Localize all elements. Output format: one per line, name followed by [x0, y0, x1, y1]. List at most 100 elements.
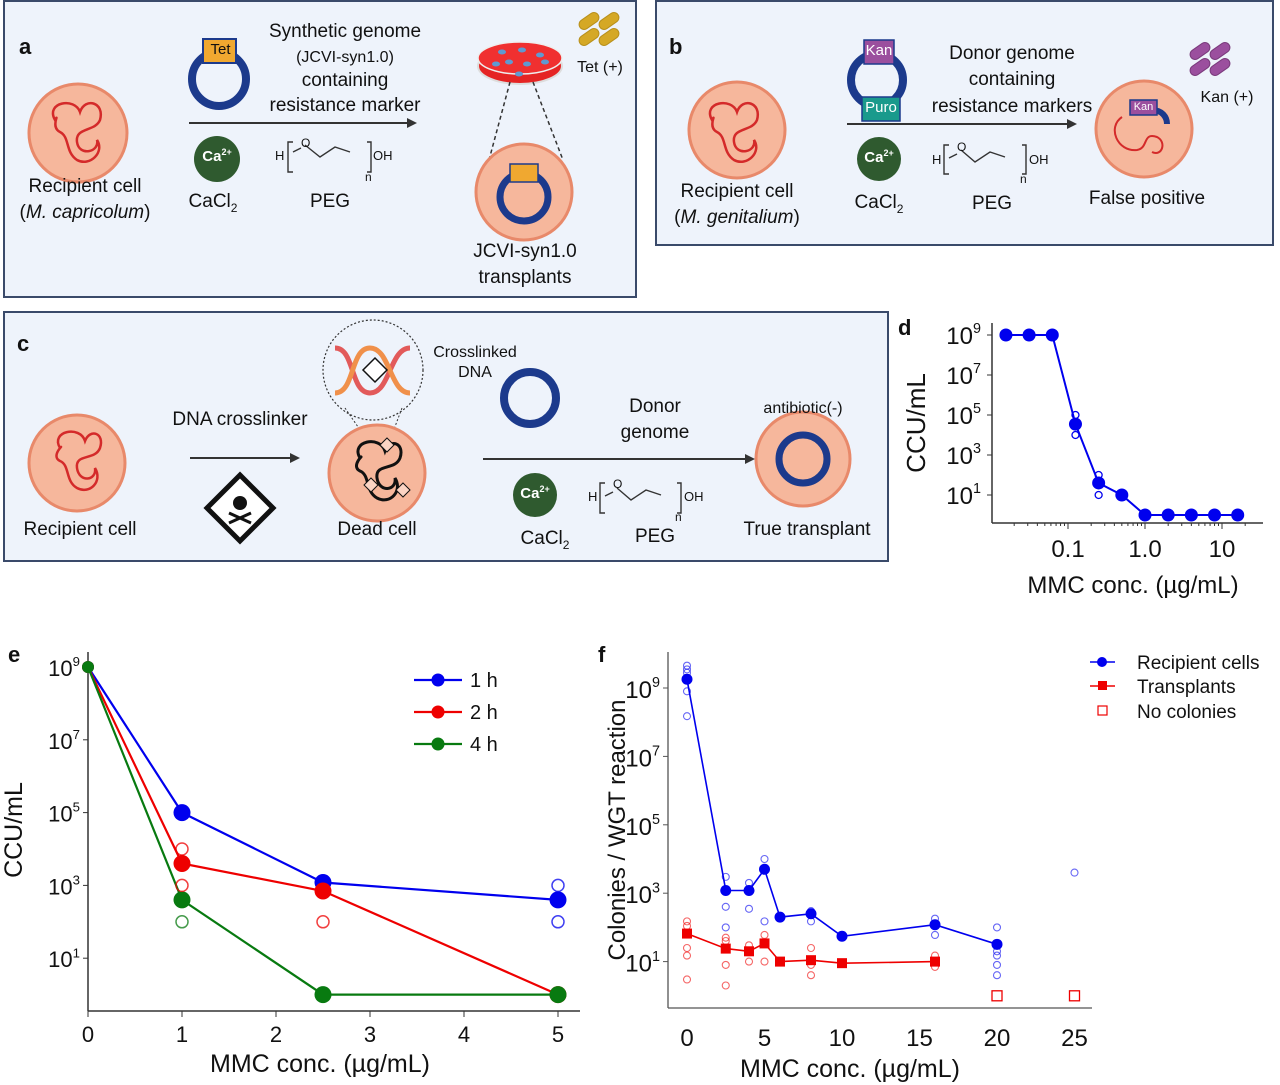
- peg-label: PEG: [309, 191, 351, 212]
- recipient-cell-icon: [687, 80, 787, 180]
- cacl2-label: CaCl2: [839, 191, 919, 216]
- transplant-point: [930, 956, 940, 967]
- crosslinked-dna-icon: [322, 319, 424, 421]
- transplant-replicate: [760, 930, 769, 940]
- recipient-replicate: [992, 951, 1002, 960]
- transplant-replicate: [721, 960, 730, 969]
- recipient-replicate: [721, 902, 730, 911]
- panel-c: c: [3, 311, 889, 562]
- recipient-replicate: [760, 917, 769, 926]
- legend-label: 2 h: [470, 702, 498, 724]
- series-line-2h: [87, 666, 559, 996]
- tet-antibiotic-label: Tet (+): [577, 59, 623, 76]
- data-point: [173, 854, 191, 872]
- ca-label: Ca2+: [195, 147, 239, 166]
- ca-charge: 2+: [539, 484, 550, 494]
- data-point: [173, 891, 191, 909]
- panel-label-e: e: [8, 642, 20, 667]
- panel-label-c: c: [17, 331, 30, 356]
- series-line-4h: [86, 666, 558, 996]
- kan-marker-label: Kan: [865, 42, 893, 59]
- panel-b-artwork: [687, 39, 1231, 181]
- cacl-text: CaCl: [854, 192, 897, 213]
- recipient-point: [774, 911, 786, 923]
- x-tick-label: 4: [458, 1022, 470, 1047]
- replicate-point: [551, 878, 565, 893]
- ca-label: Ca2+: [513, 484, 557, 503]
- genome-desc-4: resistance marker: [269, 95, 421, 116]
- replicate-point: [175, 915, 189, 929]
- x-tick-label: 0: [82, 1022, 94, 1047]
- transplant-cell-icon: [474, 142, 574, 242]
- transplant-replicate: [744, 957, 754, 966]
- cacl2-label: CaCl2: [505, 527, 585, 552]
- recipient-cell-label: Recipient cell: [23, 519, 137, 540]
- y-tick-label: 109: [946, 321, 981, 350]
- donor-desc-2: containing: [968, 69, 1056, 90]
- transplant-point: [720, 943, 731, 954]
- calcium-icon: [513, 473, 557, 517]
- transplant-point: [775, 956, 785, 967]
- recipient-replicate: [721, 923, 730, 932]
- transplant-replicate: [682, 917, 692, 926]
- kan-pills-icon: [1189, 42, 1231, 76]
- x-tick-label: 5: [552, 1022, 564, 1047]
- donor-desc-1: Donor genome: [949, 43, 1075, 64]
- data-point: [1068, 417, 1082, 431]
- puro-marker-label: Puro: [865, 99, 897, 116]
- peg-formula-icon: [943, 144, 1027, 175]
- recipient-replicate: [744, 904, 754, 913]
- donor-genome-icon: [847, 39, 907, 122]
- panel-label-d: d: [898, 315, 911, 340]
- ca-charge: 2+: [883, 148, 894, 158]
- recipient-point: [805, 908, 817, 920]
- series-line-1h: [87, 666, 559, 901]
- donor-desc-3: resistance markers: [931, 96, 1093, 117]
- data-point: [1161, 508, 1175, 522]
- transplant-label-1: JCVI-syn1.0: [473, 241, 577, 262]
- data-point: [1115, 488, 1129, 502]
- species-italic: M. capricolum: [25, 202, 145, 223]
- data-point: [999, 328, 1013, 342]
- legend-marker-no-colonies: [1097, 705, 1108, 716]
- recipient-point: [720, 884, 732, 896]
- cacl-text: CaCl: [520, 528, 563, 549]
- panel-c-artwork: [27, 319, 852, 545]
- recipient-replicate: [760, 854, 769, 864]
- y-tick-label: 101: [48, 945, 80, 972]
- transplant-replicate: [682, 921, 692, 931]
- y-tick-label: 105: [946, 401, 981, 430]
- peg-formula-icon: [287, 141, 372, 173]
- recipient-point: [836, 930, 848, 942]
- dead-cell-label: Dead cell: [337, 519, 417, 540]
- transplant-replicate: [760, 957, 769, 966]
- recipient-replicate: [721, 872, 730, 881]
- peg-h: H: [275, 148, 285, 163]
- x-tick-label: 3: [364, 1022, 376, 1047]
- genome-desc-3: containing: [301, 70, 389, 91]
- x-tick-label: 10: [1209, 536, 1236, 563]
- data-point: [1138, 508, 1152, 522]
- transplant-replicate: [806, 971, 816, 980]
- x-tick-label: 2: [270, 1022, 282, 1047]
- y-tick-label: 103: [946, 441, 981, 470]
- kan-cell-marker-label: Kan: [1133, 101, 1154, 113]
- peg-o: O: [613, 477, 623, 491]
- y-tick-label: 105: [48, 800, 80, 827]
- peg-o: O: [301, 136, 311, 150]
- true-transplant-label: True transplant: [743, 519, 871, 540]
- transplant-point: [837, 958, 847, 969]
- legend-marker-transplants: [1098, 681, 1107, 690]
- false-positive-cell-icon: [1094, 79, 1194, 179]
- y-tick-label: 107: [48, 727, 80, 754]
- x-tick-label: 0: [680, 1025, 693, 1052]
- legend-label: 1 h: [470, 670, 498, 692]
- arrow-head-icon: [290, 453, 300, 463]
- tet-pills-icon: [578, 12, 620, 46]
- transplant-replicate: [682, 975, 692, 984]
- ca-text: Ca: [520, 485, 540, 502]
- x-tick-label: 10: [829, 1025, 856, 1052]
- series-line: [686, 679, 998, 946]
- y-tick-label: 107: [625, 744, 660, 773]
- data-point: [314, 986, 332, 1004]
